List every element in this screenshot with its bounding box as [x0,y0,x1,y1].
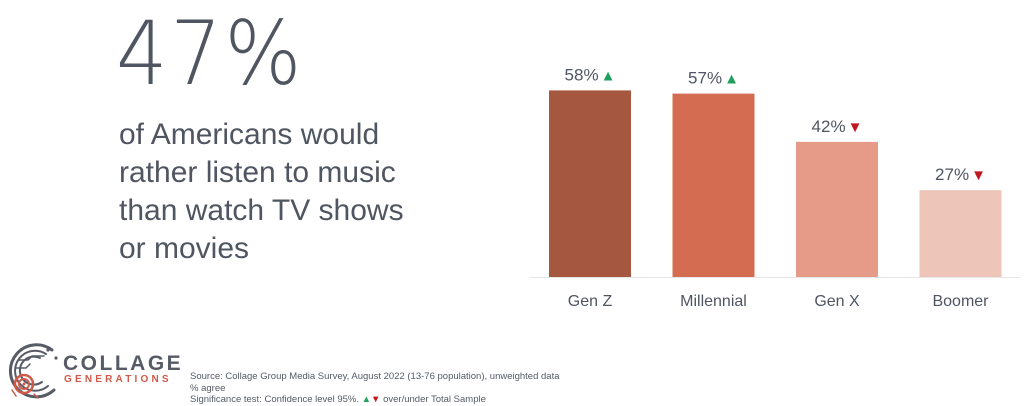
footnote-measure: % agree [190,382,226,394]
data-label: 42% ▼ [812,117,863,136]
footnote-sig-suffix: over/under Total Sample [383,394,486,405]
logo-wordmark: COLLAGE [63,352,184,375]
footnote-sig-text: Significance test: Confidence level 95%. [190,394,359,405]
data-label: 27% ▼ [935,165,986,184]
category-label: Gen X [814,293,860,310]
category-label: Gen Z [568,293,613,310]
headline-text: of Americans would rather listen to musi… [119,118,404,265]
data-label: 58% ▲ [565,65,616,84]
bar-chart: 58% ▲ Gen Z 57% ▲ Millennial 42% ▼ Gen X 27% ▼ Boom… [530,65,1020,310]
data-label: 57% ▲ [688,69,739,88]
triangle-down-icon: ▼ [371,394,381,405]
bar-gen-x [796,141,878,277]
bar-boomer [919,190,1002,277]
collage-logo-icon [8,343,58,399]
footnote-significance: Significance test: Confidence level 95%.… [190,394,610,406]
bar-gen-z [549,90,631,277]
category-label: Boomer [932,293,989,310]
category-label: Millennial [680,293,747,310]
footnote-source: Source: Collage Group Media Survey, Augu… [190,371,560,382]
logo-subtitle: GENERATIONS [64,374,172,385]
bar-millennial [672,93,755,277]
headline-stat: 47% [116,2,305,105]
triangle-up-icon: ▲ [361,394,372,405]
footnote: Source: Collage Group Media Survey, Augu… [190,371,610,406]
